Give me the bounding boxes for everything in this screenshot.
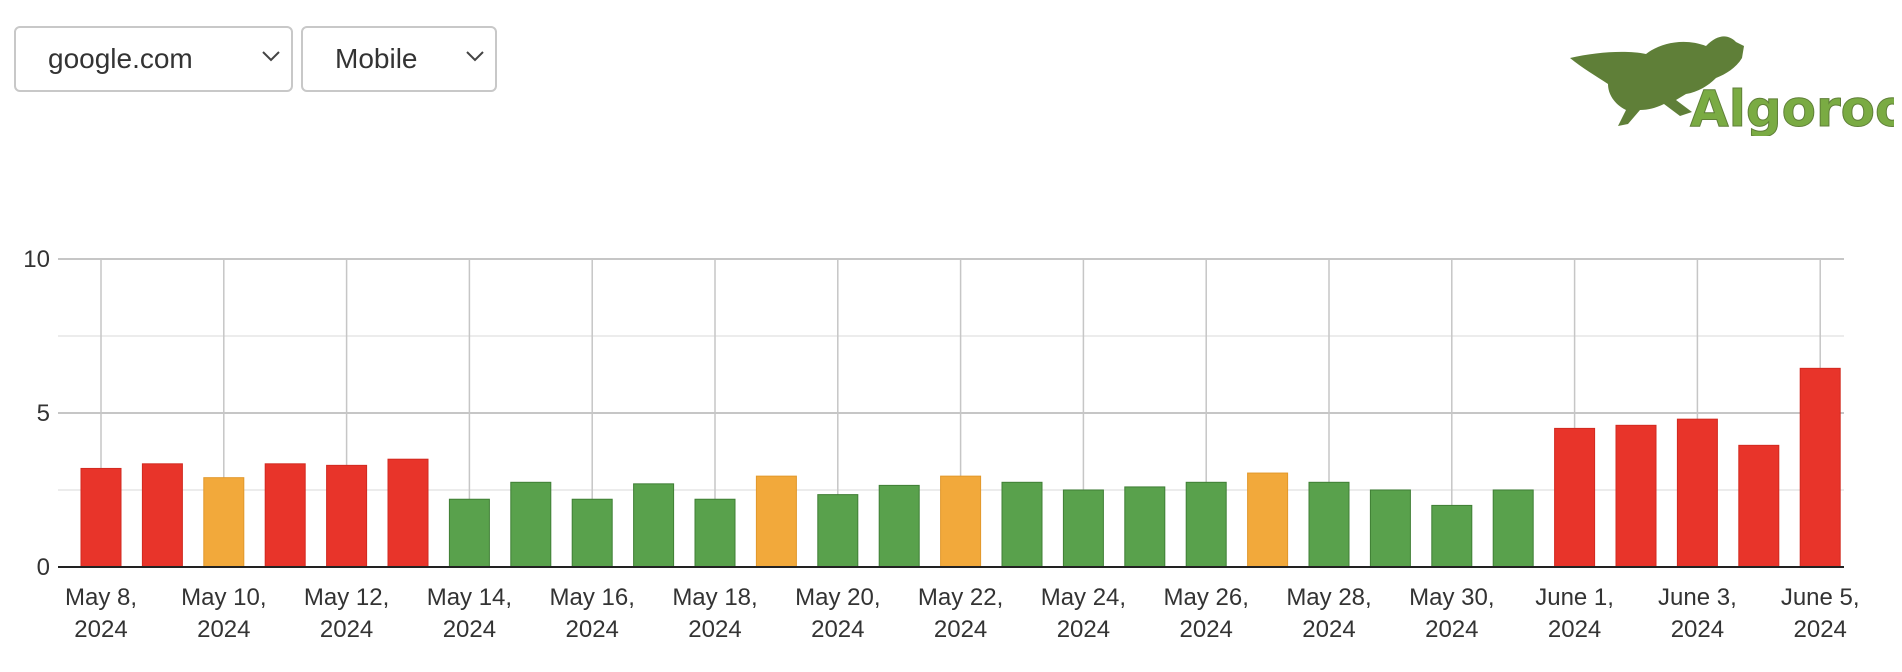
x-tick-label: May 20, 2024 — [795, 584, 880, 643]
bar-22[interactable] — [1432, 505, 1472, 567]
bar-7[interactable] — [511, 482, 551, 567]
bar-24[interactable] — [1555, 428, 1595, 567]
x-tick-labels: May 8, 2024 May 10, 2024 May 12, 2024 May 14, 2… — [65, 584, 1860, 643]
bar-10[interactable] — [695, 499, 735, 567]
bar-27[interactable] — [1739, 445, 1779, 567]
x-tick-label: May 30, 2024 — [1409, 584, 1494, 643]
x-tick-label: May 12, 2024 — [304, 584, 389, 643]
bar-14[interactable] — [941, 476, 981, 567]
y-tick-label: 5 — [37, 400, 50, 427]
bar-2[interactable] — [204, 478, 244, 567]
x-tick-label: June 1, 2024 — [1535, 584, 1614, 643]
bar-9[interactable] — [634, 484, 674, 567]
bar-8[interactable] — [572, 499, 612, 567]
bar-18[interactable] — [1186, 482, 1226, 567]
bar-1[interactable] — [142, 464, 182, 567]
bar-3[interactable] — [265, 464, 305, 567]
y-tick-label: 0 — [37, 554, 50, 581]
bar-21[interactable] — [1370, 490, 1410, 567]
bar-13[interactable] — [879, 485, 919, 567]
bar-20[interactable] — [1309, 482, 1349, 567]
x-tick-label: May 16, 2024 — [550, 584, 635, 643]
bar-23[interactable] — [1493, 490, 1533, 567]
x-tick-label: May 22, 2024 — [918, 584, 1003, 643]
y-tick-labels: 0 5 10 — [23, 246, 50, 581]
bar-5[interactable] — [388, 459, 428, 567]
bar-4[interactable] — [327, 465, 367, 567]
bar-16[interactable] — [1063, 490, 1103, 567]
bar-12[interactable] — [818, 495, 858, 567]
x-tick-label: May 14, 2024 — [427, 584, 512, 643]
x-tick-label: May 24, 2024 — [1041, 584, 1126, 643]
bar-15[interactable] — [1002, 482, 1042, 567]
bar-0[interactable] — [81, 468, 121, 567]
bar-26[interactable] — [1677, 419, 1717, 567]
bar-19[interactable] — [1248, 473, 1288, 567]
x-tick-label: June 3, 2024 — [1658, 584, 1737, 643]
bar-6[interactable] — [449, 499, 489, 567]
y-tick-label: 10 — [23, 246, 50, 273]
bar-11[interactable] — [756, 476, 796, 567]
x-tick-label: May 10, 2024 — [181, 584, 266, 643]
x-tick-label: June 5, 2024 — [1781, 584, 1860, 643]
x-tick-label: May 28, 2024 — [1286, 584, 1371, 643]
x-tick-label: May 18, 2024 — [672, 584, 757, 643]
bar-25[interactable] — [1616, 425, 1656, 567]
x-tick-label: May 8, 2024 — [65, 584, 137, 643]
bar-17[interactable] — [1125, 487, 1165, 567]
x-tick-label: May 26, 2024 — [1164, 584, 1249, 643]
bar-28[interactable] — [1800, 368, 1840, 567]
